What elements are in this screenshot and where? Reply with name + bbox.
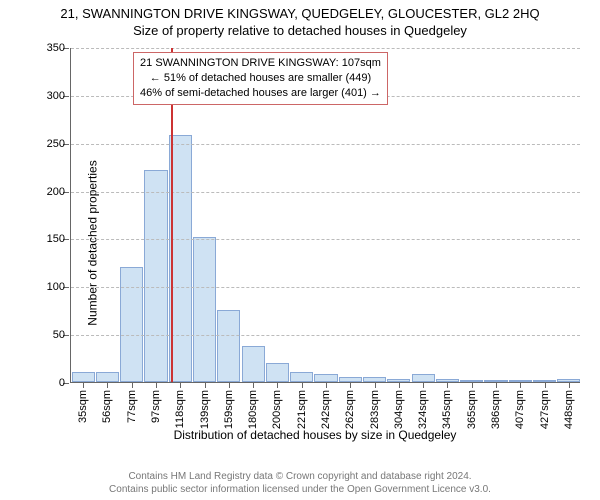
histogram-bar: [266, 363, 289, 382]
y-tick-label: 150: [47, 233, 65, 245]
y-tick-label: 300: [47, 90, 65, 102]
y-tick-label: 0: [59, 377, 65, 389]
x-tick: [447, 382, 448, 388]
x-tick-label: 365sqm: [466, 390, 478, 440]
x-tick: [326, 382, 327, 388]
chart-container: Number of detached properties 0501001502…: [50, 48, 580, 438]
y-tick-label: 200: [47, 186, 65, 198]
annotation-line: 46% of semi-detached houses are larger (…: [140, 86, 381, 101]
x-tick-label: 407sqm: [514, 390, 526, 440]
plot-area: 05010015020025030035035sqm56sqm77sqm97sq…: [70, 48, 580, 383]
x-tick: [423, 382, 424, 388]
x-tick-label: 77sqm: [126, 390, 138, 440]
x-tick: [83, 382, 84, 388]
x-tick-label: 97sqm: [150, 390, 162, 440]
x-tick: [399, 382, 400, 388]
x-tick-label: 35sqm: [77, 390, 89, 440]
histogram-bar: [193, 237, 216, 382]
y-tick-label: 50: [53, 329, 65, 341]
x-tick-label: 448sqm: [563, 390, 575, 440]
annotation-box: 21 SWANNINGTON DRIVE KINGSWAY: 107sqm← 5…: [133, 52, 388, 105]
histogram-bar: [120, 267, 143, 382]
y-tick-label: 100: [47, 281, 65, 293]
x-tick: [302, 382, 303, 388]
histogram-bar: [314, 374, 337, 382]
histogram-bar: [217, 310, 240, 382]
x-tick: [229, 382, 230, 388]
attribution-footer: Contains HM Land Registry data © Crown c…: [0, 470, 600, 496]
x-tick: [350, 382, 351, 388]
address-title: 21, SWANNINGTON DRIVE KINGSWAY, QUEDGELE…: [0, 0, 600, 21]
x-tick-label: 427sqm: [539, 390, 551, 440]
y-tick-label: 250: [47, 138, 65, 150]
histogram-bar: [412, 374, 435, 382]
y-tick-label: 350: [47, 42, 65, 54]
x-tick: [107, 382, 108, 388]
x-tick: [132, 382, 133, 388]
annotation-line: ← 51% of detached houses are smaller (44…: [140, 71, 381, 86]
histogram-bar: [242, 346, 265, 382]
x-tick: [496, 382, 497, 388]
x-tick: [180, 382, 181, 388]
histogram-bar: [144, 170, 167, 382]
x-tick-label: 386sqm: [490, 390, 502, 440]
x-tick: [375, 382, 376, 388]
annotation-line: 21 SWANNINGTON DRIVE KINGSWAY: 107sqm: [140, 56, 381, 71]
footer-line-1: Contains HM Land Registry data © Crown c…: [0, 470, 600, 483]
x-axis-label: Distribution of detached houses by size …: [174, 428, 457, 442]
x-tick: [156, 382, 157, 388]
x-tick: [277, 382, 278, 388]
x-tick: [545, 382, 546, 388]
x-tick: [472, 382, 473, 388]
x-tick: [253, 382, 254, 388]
x-tick: [205, 382, 206, 388]
x-tick-label: 56sqm: [101, 390, 113, 440]
footer-line-2: Contains public sector information licen…: [0, 483, 600, 496]
x-tick: [520, 382, 521, 388]
histogram-bar: [290, 372, 313, 382]
subtitle: Size of property relative to detached ho…: [0, 21, 600, 38]
histogram-bar: [72, 372, 95, 382]
histogram-bar: [96, 372, 119, 382]
x-tick: [569, 382, 570, 388]
